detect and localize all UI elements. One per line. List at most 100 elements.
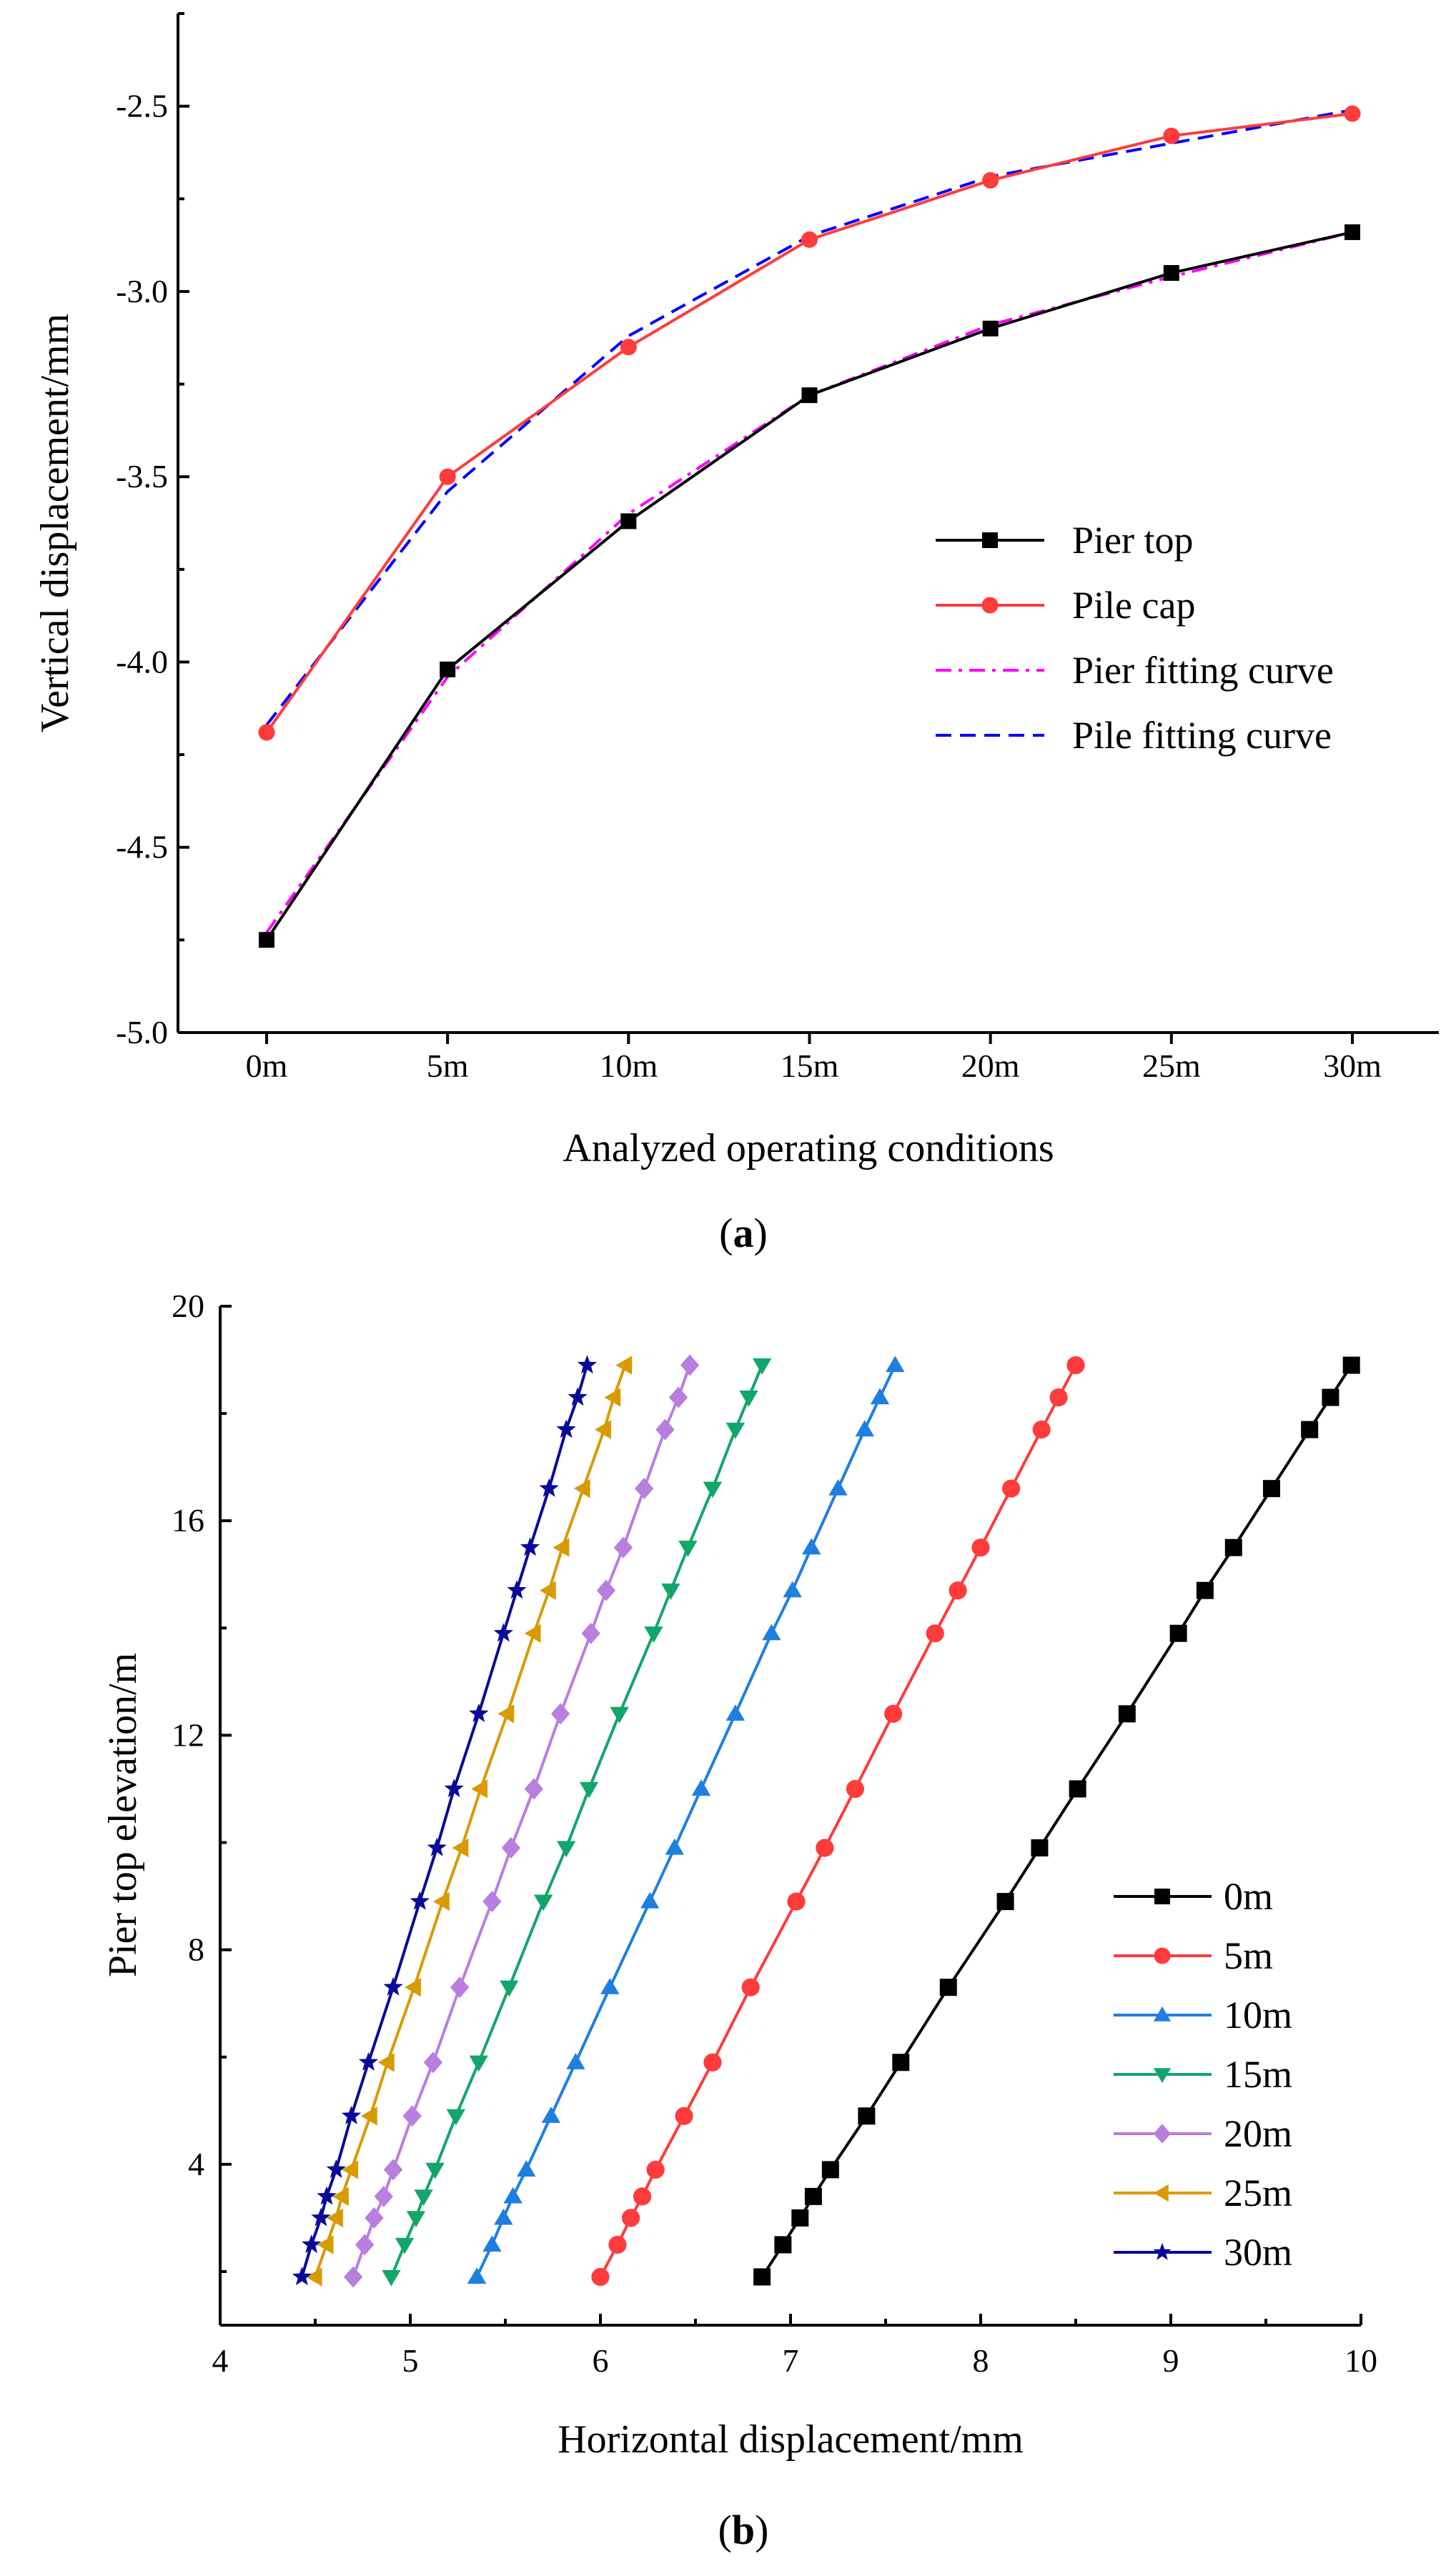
x-tick-label: 0m	[246, 1048, 288, 1084]
data-point	[615, 1356, 633, 1375]
data-point	[577, 1355, 598, 1374]
chart-a-vertical-displacement: -5.0 -4.5 -4.0 -3.5 -3.0 -2.5 0m 5m 10m 15m 20m 25m…	[33, 12, 1439, 1256]
data-point	[855, 1420, 874, 1437]
data-point	[725, 1423, 746, 1439]
data-point	[534, 1894, 553, 1911]
data-point	[402, 2105, 422, 2127]
data-point	[358, 2052, 379, 2071]
data-point	[405, 1977, 421, 1997]
chart-a-ylabel: Vertical displacement/mm	[33, 314, 77, 732]
y-tick-label: 8	[188, 1931, 204, 1968]
data-point	[501, 1837, 521, 1859]
data-point	[1169, 1624, 1187, 1642]
data-point	[446, 2109, 466, 2126]
series-line-5m	[599, 1364, 1077, 2278]
data-point	[440, 661, 456, 677]
data-point	[620, 513, 637, 529]
legend-marker	[1153, 2242, 1172, 2260]
data-point	[317, 2235, 334, 2254]
x-tick-label: 8	[973, 2342, 989, 2379]
y-tick-label: 20	[172, 1288, 204, 1324]
y-tick-label: -4.5	[116, 829, 168, 865]
data-point	[949, 1581, 967, 1600]
data-point	[556, 1841, 576, 1858]
data-point	[668, 1386, 688, 1408]
data-point	[680, 1354, 700, 1376]
data-point	[1163, 127, 1180, 144]
data-point	[739, 1390, 758, 1407]
x-tick-label: 30m	[1323, 1048, 1382, 1084]
data-point	[360, 2107, 377, 2126]
data-point	[783, 1581, 802, 1598]
legend-marker	[1154, 1947, 1171, 1964]
data-point	[452, 1838, 469, 1858]
data-point	[258, 724, 275, 741]
data-point	[591, 2267, 610, 2287]
y-tick-label: -3.5	[116, 458, 168, 494]
data-point	[410, 1891, 430, 1910]
data-point	[579, 1781, 599, 1799]
x-tick-label: 10	[1344, 2342, 1377, 2379]
series-line-10m	[475, 1364, 897, 2278]
data-point	[801, 387, 818, 404]
data-point	[804, 2187, 822, 2205]
data-point	[762, 1623, 781, 1641]
data-point	[1224, 1538, 1242, 1556]
data-point	[971, 1538, 990, 1557]
x-tick-label: 5m	[427, 1048, 469, 1084]
data-point	[539, 1478, 559, 1497]
data-point	[382, 2269, 401, 2287]
chart-b-xlabel: Horizontal displacement/mm	[558, 2417, 1024, 2462]
data-point	[507, 1580, 527, 1599]
data-point	[620, 339, 637, 356]
x-tick-label: 15m	[781, 1048, 839, 1084]
chart-a-caption-letter: a	[733, 1210, 754, 1256]
data-point	[327, 2208, 343, 2228]
data-point	[326, 2159, 346, 2178]
chart-a-marks	[258, 105, 1361, 948]
data-point	[425, 2162, 445, 2179]
series-line-15m	[390, 1364, 763, 2278]
chart-a-caption: (a)	[719, 1210, 768, 1256]
data-point	[787, 1892, 806, 1911]
y-tick-label: 12	[172, 1716, 204, 1753]
legend-label: 15m	[1224, 2053, 1292, 2096]
data-point	[342, 2160, 359, 2179]
data-point	[541, 2107, 561, 2123]
data-point	[439, 468, 456, 485]
data-point	[596, 1579, 616, 1601]
legend-label: 0m	[1224, 1875, 1273, 1918]
chart-b-legend: 0m 5m 10m 15m 20m 25m 30m	[1114, 1875, 1292, 2274]
data-point	[802, 1538, 821, 1555]
series-line-30m	[300, 1364, 589, 2278]
data-point	[703, 2053, 722, 2072]
data-point	[1163, 264, 1179, 281]
data-point	[1066, 1356, 1085, 1375]
legend-label: Pier fitting curve	[1072, 649, 1334, 692]
data-point	[482, 2235, 502, 2252]
data-point	[500, 1980, 519, 1997]
data-point	[1031, 1839, 1049, 1857]
data-point	[858, 2107, 876, 2125]
data-point	[550, 1703, 570, 1725]
series-line-25m	[314, 1364, 627, 2278]
x-tick-label: 5	[402, 2342, 419, 2379]
data-point	[365, 2207, 384, 2229]
series-line-pier-fitting-curve	[265, 230, 1353, 934]
data-point	[703, 1481, 723, 1498]
data-point	[816, 1839, 834, 1857]
data-point	[450, 1976, 470, 1999]
y-tick-label: 16	[172, 1502, 204, 1538]
data-point	[846, 1779, 865, 1799]
data-point	[892, 2054, 910, 2072]
chart-b-axes: 4 8 12 16 20 4 5 6 7 8 9 10	[172, 1288, 1377, 2379]
data-point	[1196, 1581, 1214, 1599]
y-tick-label: 4	[188, 2146, 204, 2182]
legend-label: 20m	[1224, 2112, 1292, 2155]
data-point	[539, 1581, 556, 1600]
chart-a-legend: Pier top Pile cap Pier fitting curve Pile f…	[936, 519, 1334, 757]
data-point	[774, 2236, 792, 2254]
series-line-pile-fitting-curve	[265, 108, 1353, 726]
legend-label: 25m	[1224, 2172, 1292, 2214]
